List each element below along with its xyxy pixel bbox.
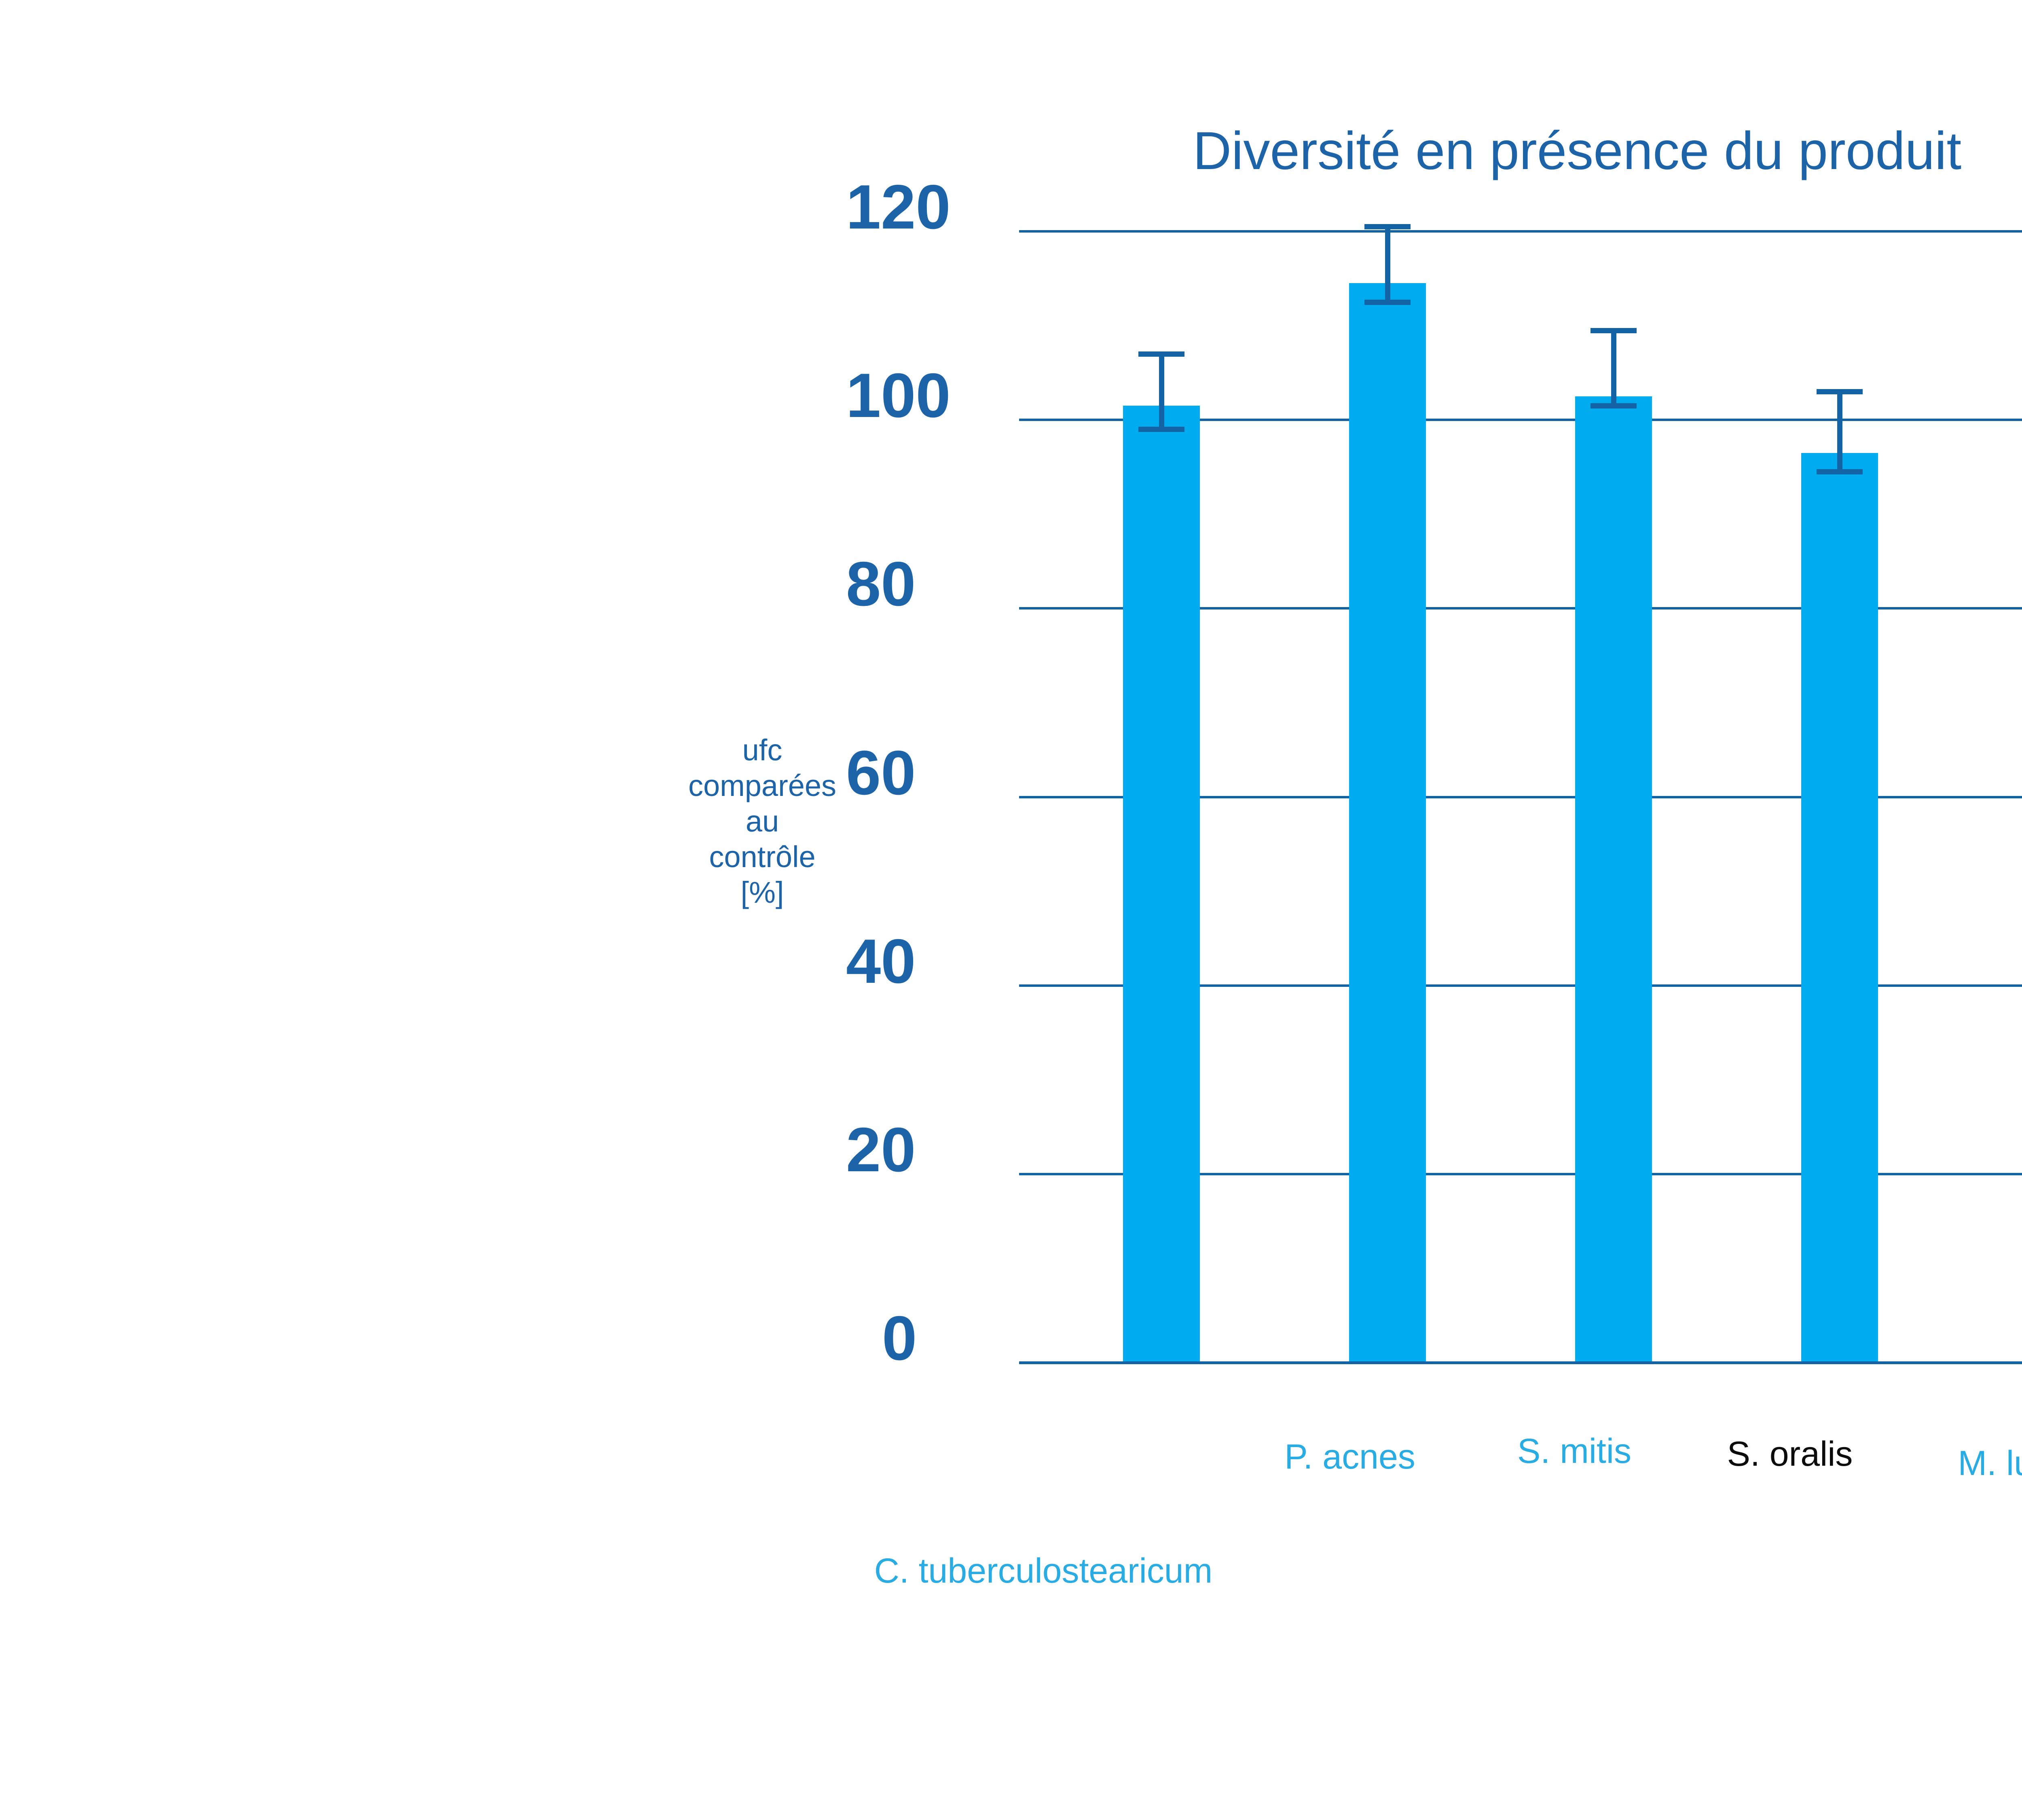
y-axis-label-line: contrôle bbox=[709, 840, 816, 874]
gridline-120 bbox=[1019, 230, 2022, 233]
error-bar-line bbox=[1159, 354, 1164, 430]
gridline-60 bbox=[1019, 796, 2022, 798]
error-bar-top-cap bbox=[1364, 224, 1411, 230]
bar-s-mitis bbox=[1575, 396, 1652, 1364]
bar-c-tuberculostearicum bbox=[1123, 406, 1200, 1364]
error-bar-line bbox=[1385, 226, 1390, 302]
y-tick-label: 0 bbox=[882, 1303, 917, 1373]
gridline-40 bbox=[1019, 984, 2022, 987]
error-bar-bottom-cap bbox=[1138, 427, 1184, 432]
error-bar-top-cap bbox=[1591, 328, 1637, 333]
error-bar-line bbox=[1611, 330, 1616, 406]
error-bar-top-cap bbox=[1817, 389, 1863, 395]
gridline-100 bbox=[1019, 419, 2022, 421]
error-bar-line bbox=[1837, 392, 1842, 472]
bar-s-oralis bbox=[1801, 453, 1878, 1364]
y-tick-label: 100 bbox=[846, 360, 951, 431]
chart-title: Diversité en présence du produit bbox=[1193, 121, 1962, 180]
gridline-80 bbox=[1019, 607, 2022, 610]
x-category-label: S. mitis bbox=[1517, 1432, 1631, 1471]
y-axis-label-line: [%] bbox=[740, 876, 784, 909]
x-category-label: S. oralis bbox=[1727, 1435, 1853, 1473]
x-category-label: P. acnes bbox=[1284, 1437, 1415, 1476]
y-tick-label: 120 bbox=[846, 172, 951, 242]
error-bar-bottom-cap bbox=[1817, 469, 1863, 475]
y-axis-label-line: ufc bbox=[742, 733, 783, 767]
y-axis-label: ufc comparées au contrôle [%] bbox=[601, 732, 924, 910]
bar-p-acnes bbox=[1349, 283, 1426, 1364]
x-category-label: C. tuberculostearicum bbox=[874, 1551, 1213, 1590]
y-tick-label: 40 bbox=[846, 926, 916, 996]
error-bar-top-cap bbox=[1138, 351, 1184, 357]
y-tick-label: 20 bbox=[846, 1114, 916, 1185]
gridline-20 bbox=[1019, 1172, 2022, 1175]
y-axis-label-line: comparées bbox=[688, 769, 837, 802]
y-tick-label: 60 bbox=[846, 737, 916, 808]
y-tick-label: 80 bbox=[846, 549, 916, 619]
error-bar-bottom-cap bbox=[1591, 403, 1637, 409]
error-bar-bottom-cap bbox=[1364, 299, 1411, 305]
x-category-label: M. luteus bbox=[1958, 1444, 2022, 1483]
y-axis-label-line: au bbox=[745, 804, 779, 838]
x-axis-line bbox=[1019, 1361, 2022, 1364]
